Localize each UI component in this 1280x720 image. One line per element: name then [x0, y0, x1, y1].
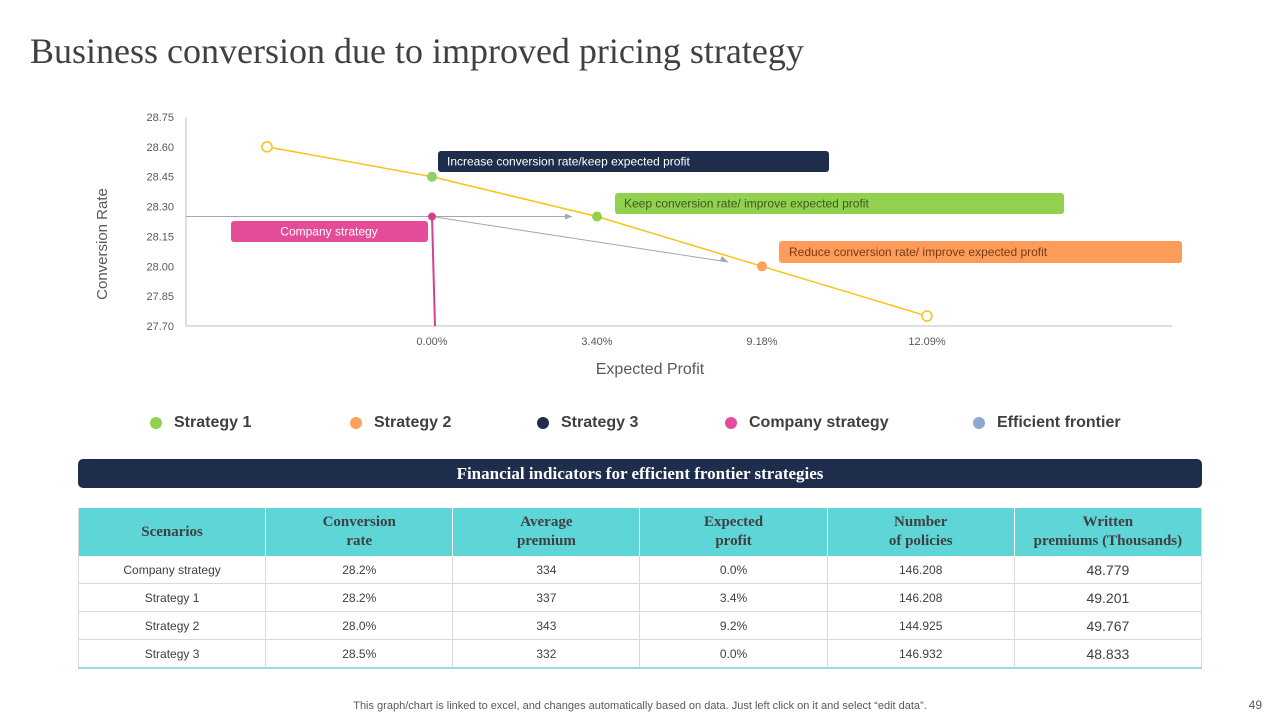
header-number-of-policies: Number of policies: [827, 508, 1015, 556]
reference-line-diagonal: [431, 216, 729, 263]
cell: Company strategy: [78, 556, 267, 584]
strategy-1-point: [592, 211, 602, 222]
cell: Strategy 1: [78, 583, 267, 612]
arrow-head: [565, 213, 572, 220]
page-number: 49: [1248, 698, 1262, 712]
cell: 3.4%: [639, 583, 828, 612]
legend-dot-strategy-1: [150, 417, 162, 429]
annotation-box: [615, 193, 1064, 214]
cell: Strategy 2: [78, 611, 267, 640]
cell: 337: [452, 583, 641, 612]
x-axis-title: Expected Profit: [596, 361, 705, 378]
legend-dot-strategy-2: [350, 417, 362, 429]
annotation-box: [438, 151, 829, 172]
cell: 0.0%: [639, 639, 828, 669]
cell: 49.767: [1014, 611, 1202, 640]
cell: 49.201: [1014, 583, 1202, 612]
company-strategy-drop-line: [431, 216, 436, 327]
annotation-label: Company strategy: [280, 225, 377, 239]
cell: Strategy 3: [78, 639, 267, 669]
cell: 28.0%: [265, 611, 454, 640]
frontier-endpoint: [261, 141, 273, 153]
legend-label: Strategy 2: [374, 414, 452, 431]
annotation-box: [231, 221, 428, 242]
cell: 146.208: [827, 556, 1015, 584]
annotation-box: [779, 241, 1182, 263]
y-tick-label: 28.60: [146, 142, 174, 154]
cell: 28.5%: [265, 639, 454, 669]
x-tick-label: 12.09%: [908, 336, 946, 348]
legend-item-strategy-3[interactable]: Strategy 3: [537, 414, 638, 432]
annotation-label: Keep conversion rate/ improve expected p…: [624, 197, 869, 211]
cell: 334: [452, 556, 641, 584]
strategy-3-point: [427, 171, 437, 182]
annotation-label: Increase conversion rate/keep expected p…: [447, 155, 690, 169]
legend-label: Strategy 1: [174, 414, 252, 431]
legend-label: Company strategy: [749, 414, 889, 431]
legend-label: Strategy 3: [561, 414, 639, 431]
cell: 146.208: [827, 583, 1015, 612]
y-axis-title: Conversion Rate: [94, 188, 111, 300]
financial-indicators-table: Scenarios Conversion rate Average premiu…: [78, 508, 1202, 669]
table-banner: Financial indicators for efficient front…: [78, 459, 1202, 488]
header-average-premium: Average premium: [452, 508, 641, 556]
legend-dot-efficient-frontier: [973, 417, 985, 429]
table-row: Strategy 2 28.0% 343 9.2% 144.925 49.767: [78, 611, 1202, 640]
table-row: Strategy 1 28.2% 337 3.4% 146.208 49.201: [78, 583, 1202, 612]
arrow-head: [720, 256, 728, 262]
frontier-endpoint: [921, 310, 933, 322]
legend-label: Efficient frontier: [997, 414, 1121, 431]
chart-legend: Strategy 1 Strategy 2 Strategy 3 Company…: [0, 414, 1280, 436]
table-row: Strategy 3 28.5% 332 0.0% 146.932 48.833: [78, 639, 1202, 669]
company-strategy-point: [428, 212, 436, 221]
y-tick-label: 28.75: [146, 112, 174, 124]
cell: 48.779: [1014, 556, 1202, 584]
cell: 48.833: [1014, 639, 1202, 669]
legend-item-strategy-1[interactable]: Strategy 1: [150, 414, 251, 432]
y-tick-label: 28.45: [146, 172, 174, 184]
y-tick-label: 28.15: [146, 231, 174, 243]
legend-dot-company-strategy: [725, 417, 737, 429]
table-header-row: Scenarios Conversion rate Average premiu…: [78, 508, 1202, 556]
legend-item-company-strategy[interactable]: Company strategy: [725, 414, 889, 432]
cell: 28.2%: [265, 583, 454, 612]
header-conversion-rate: Conversion rate: [265, 508, 454, 556]
footnote: This graph/chart is linked to excel, and…: [353, 700, 927, 712]
y-tick-label: 28.30: [146, 202, 174, 214]
table-row: Company strategy 28.2% 334 0.0% 146.208 …: [78, 556, 1202, 584]
header-scenarios: Scenarios: [78, 508, 267, 556]
x-tick-label: 0.00%: [416, 336, 447, 348]
y-tick-label: 27.85: [146, 291, 174, 303]
x-tick-label: 9.18%: [746, 336, 777, 348]
annotation-label: Reduce conversion rate/ improve expected…: [789, 245, 1048, 259]
x-tick-label: 3.40%: [581, 336, 612, 348]
y-tick-label: 28.00: [146, 261, 174, 273]
cell: 144.925: [827, 611, 1015, 640]
legend-dot-strategy-3: [537, 417, 549, 429]
cell: 332: [452, 639, 641, 669]
cell: 9.2%: [639, 611, 828, 640]
cell: 343: [452, 611, 641, 640]
page-title: Business conversion due to improved pric…: [30, 31, 804, 71]
cell: 28.2%: [265, 556, 454, 584]
header-written-premiums: Written premiums (Thousands): [1014, 508, 1202, 556]
legend-item-efficient-frontier[interactable]: Efficient frontier: [973, 414, 1121, 432]
y-tick-label: 27.70: [146, 321, 174, 333]
cell: 0.0%: [639, 556, 828, 584]
header-expected-profit: Expected profit: [639, 508, 828, 556]
legend-item-strategy-2[interactable]: Strategy 2: [350, 414, 451, 432]
cell: 146.932: [827, 639, 1015, 669]
conversion-chart[interactable]: 28.75 28.60 28.45 28.30 28.15 28.00 27.85 27.70…: [0, 0, 1280, 400]
strategy-2-point: [757, 261, 767, 272]
